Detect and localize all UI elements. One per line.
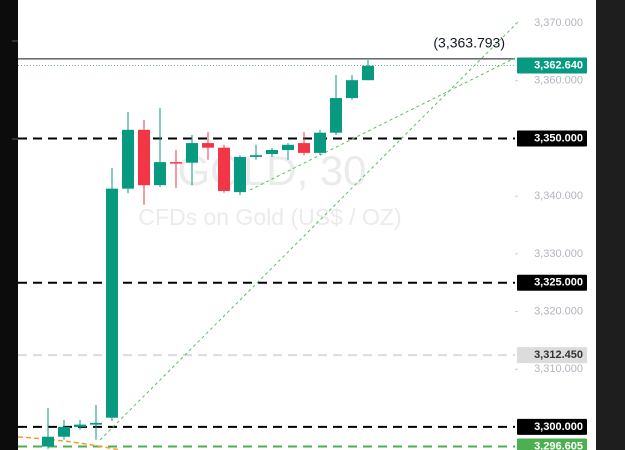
price-tag <box>517 57 587 74</box>
candle-body <box>202 143 214 148</box>
candles <box>42 60 374 449</box>
candle-body <box>186 143 198 163</box>
y-tick-label: 3,340.000 <box>534 190 583 202</box>
candle-body <box>330 98 342 133</box>
y-tick-label: 3,320.000 <box>534 305 583 317</box>
price-tag-label: 3,312.450 <box>534 349 583 361</box>
price-tag-label: 3,362.640 <box>534 59 583 71</box>
candle-body <box>42 436 54 447</box>
candle-body <box>282 144 294 150</box>
level-annotation: (3,363.793) <box>433 35 505 51</box>
candle-body <box>90 422 102 425</box>
candle-body <box>218 147 230 191</box>
price-tag <box>517 418 587 435</box>
price-tag <box>517 347 587 364</box>
price-tag <box>517 274 587 291</box>
candle-body <box>266 150 278 155</box>
price-tag <box>517 130 587 147</box>
y-tick-label: 3,370.000 <box>534 17 583 29</box>
y-tick-label: 3,360.000 <box>534 75 583 87</box>
price-tag-label: 3,325.000 <box>534 277 583 289</box>
candle-body <box>154 162 166 186</box>
trend-line <box>249 57 516 191</box>
price-axis: 3,370.000 3,360.000 3,340.000 3,330.000 3,32… <box>515 17 587 450</box>
left-panel <box>0 0 18 450</box>
price-tag <box>517 438 587 450</box>
candle-body <box>74 424 86 427</box>
candle-body <box>250 155 262 157</box>
candle-body <box>106 188 118 418</box>
candle-body <box>170 162 182 164</box>
candle-body <box>138 129 150 186</box>
right-panel <box>596 0 625 450</box>
candle-body <box>122 129 134 189</box>
candle-body <box>58 426 70 437</box>
candle-body <box>314 132 326 153</box>
candle-body <box>346 80 358 99</box>
price-tag-label: 3,300.000 <box>534 421 583 433</box>
candle-body <box>234 156 246 193</box>
price-tag-label: 3,350.000 <box>534 132 583 144</box>
watermark-subtitle: CFDs on Gold (US$ / OZ) <box>138 204 401 230</box>
candle-body <box>362 65 374 81</box>
candle-body <box>298 143 310 153</box>
indicator-line <box>17 436 121 450</box>
y-tick-label: 3,310.000 <box>534 363 583 375</box>
y-tick-label: 3,330.000 <box>534 248 583 260</box>
price-tag-label: 3,296.605 <box>534 440 583 450</box>
